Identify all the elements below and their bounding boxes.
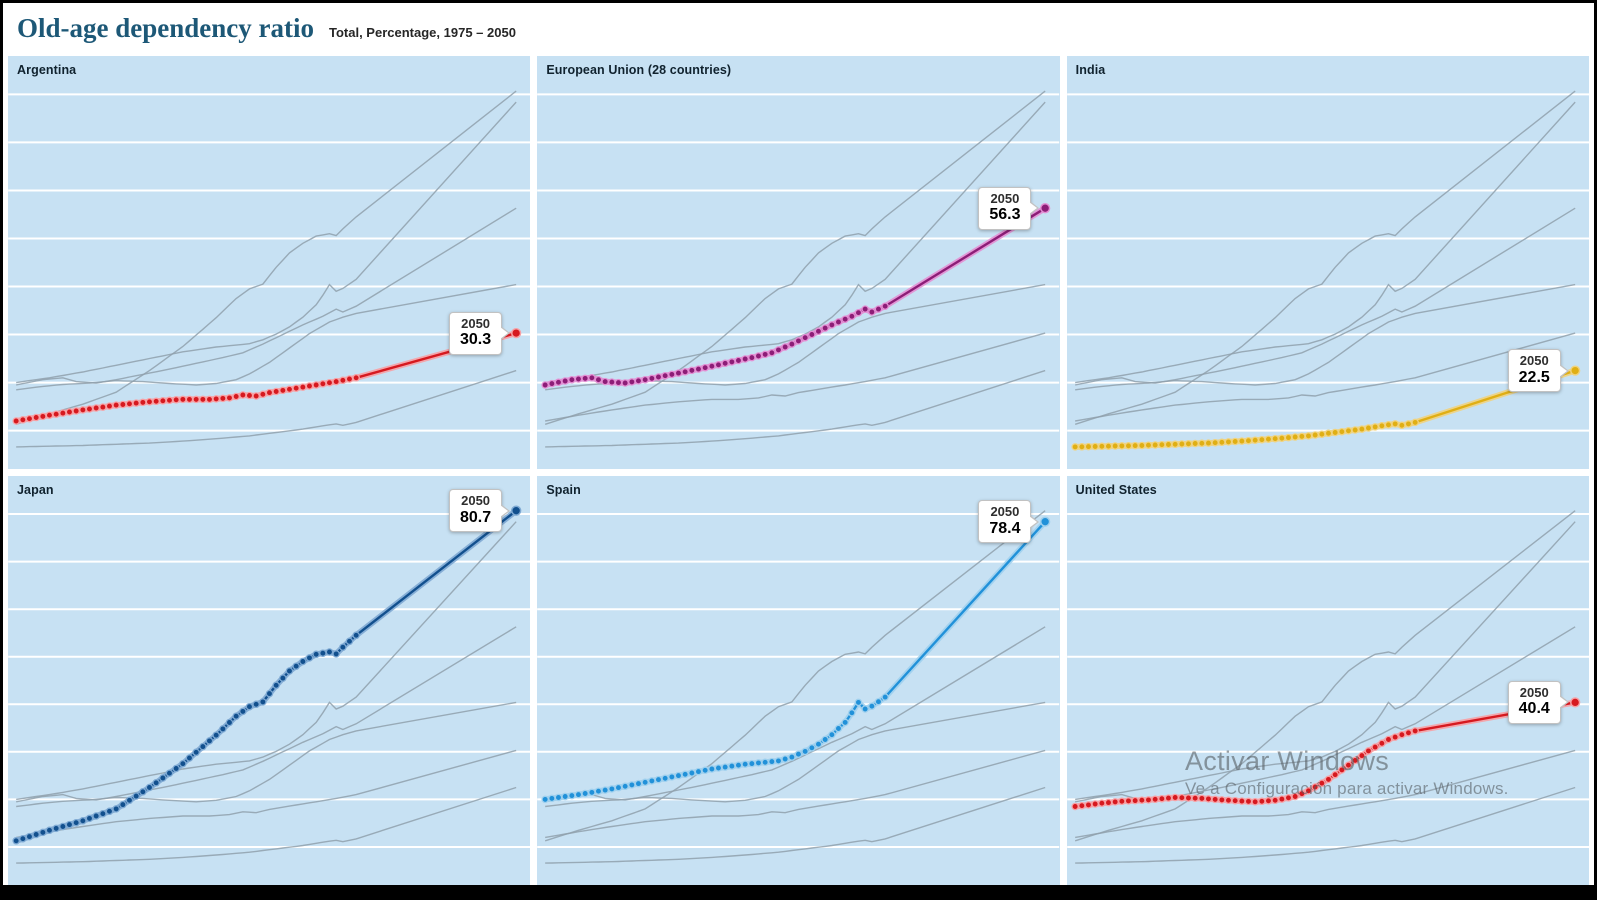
panel-european-union: European Union (28 countries) 2050 56.3 xyxy=(537,56,1060,469)
spain-line-chart xyxy=(537,510,1060,864)
india-line-chart xyxy=(1066,90,1589,451)
panel-grid: Argentina 2050 30.3 European Union (28 c… xyxy=(3,56,1594,885)
value-callout-argentina: 2050 30.3 xyxy=(449,311,511,355)
panel-title-united-states: United States xyxy=(1075,483,1157,497)
panel-india: India 2050 22.5 xyxy=(1066,56,1589,469)
panel-title-argentina: Argentina xyxy=(17,63,77,77)
japan-line-chart xyxy=(8,505,531,864)
panel-title-european-union: European Union (28 countries) xyxy=(546,63,732,77)
panel-title-india: India xyxy=(1075,63,1106,77)
panel-japan: Japan 2050 80.7 xyxy=(8,476,531,885)
panel-title-japan: Japan xyxy=(17,483,54,497)
united-states-line-chart xyxy=(1066,510,1589,864)
panel-argentina: Argentina 2050 30.3 xyxy=(8,56,531,469)
chart-header: Old-age dependency ratio Total, Percenta… xyxy=(3,3,1594,56)
panel-spain: Spain 2050 78.4 xyxy=(537,476,1060,885)
callout-value: 80.7 xyxy=(460,508,492,526)
chart-subtitle: Total, Percentage, 1975 – 2050 xyxy=(329,25,516,40)
value-callout-japan: 2050 80.7 xyxy=(449,489,511,533)
callout-value: 56.3 xyxy=(989,206,1021,224)
european-union-line-chart xyxy=(537,90,1060,448)
value-callout-european-union: 2050 56.3 xyxy=(978,186,1040,230)
callout-value: 30.3 xyxy=(460,331,492,349)
value-callout-india: 2050 22.5 xyxy=(1507,349,1569,393)
page-title: Old-age dependency ratio xyxy=(17,13,314,43)
callout-value: 40.4 xyxy=(1518,700,1550,718)
callout-value: 78.4 xyxy=(989,519,1021,537)
callout-year: 2050 xyxy=(1519,353,1549,369)
panel-title-spain: Spain xyxy=(546,483,581,497)
argentina-line-chart xyxy=(8,90,531,448)
callout-year: 2050 xyxy=(461,315,491,331)
value-callout-spain: 2050 78.4 xyxy=(978,500,1040,544)
callout-year: 2050 xyxy=(990,504,1020,520)
callout-value: 22.5 xyxy=(1518,368,1550,386)
panel-united-states: United States 2050 40.4 xyxy=(1066,476,1589,885)
callout-year: 2050 xyxy=(990,190,1020,206)
callout-year: 2050 xyxy=(461,493,491,509)
value-callout-united-states: 2050 40.4 xyxy=(1507,680,1569,724)
callout-year: 2050 xyxy=(1519,684,1549,700)
